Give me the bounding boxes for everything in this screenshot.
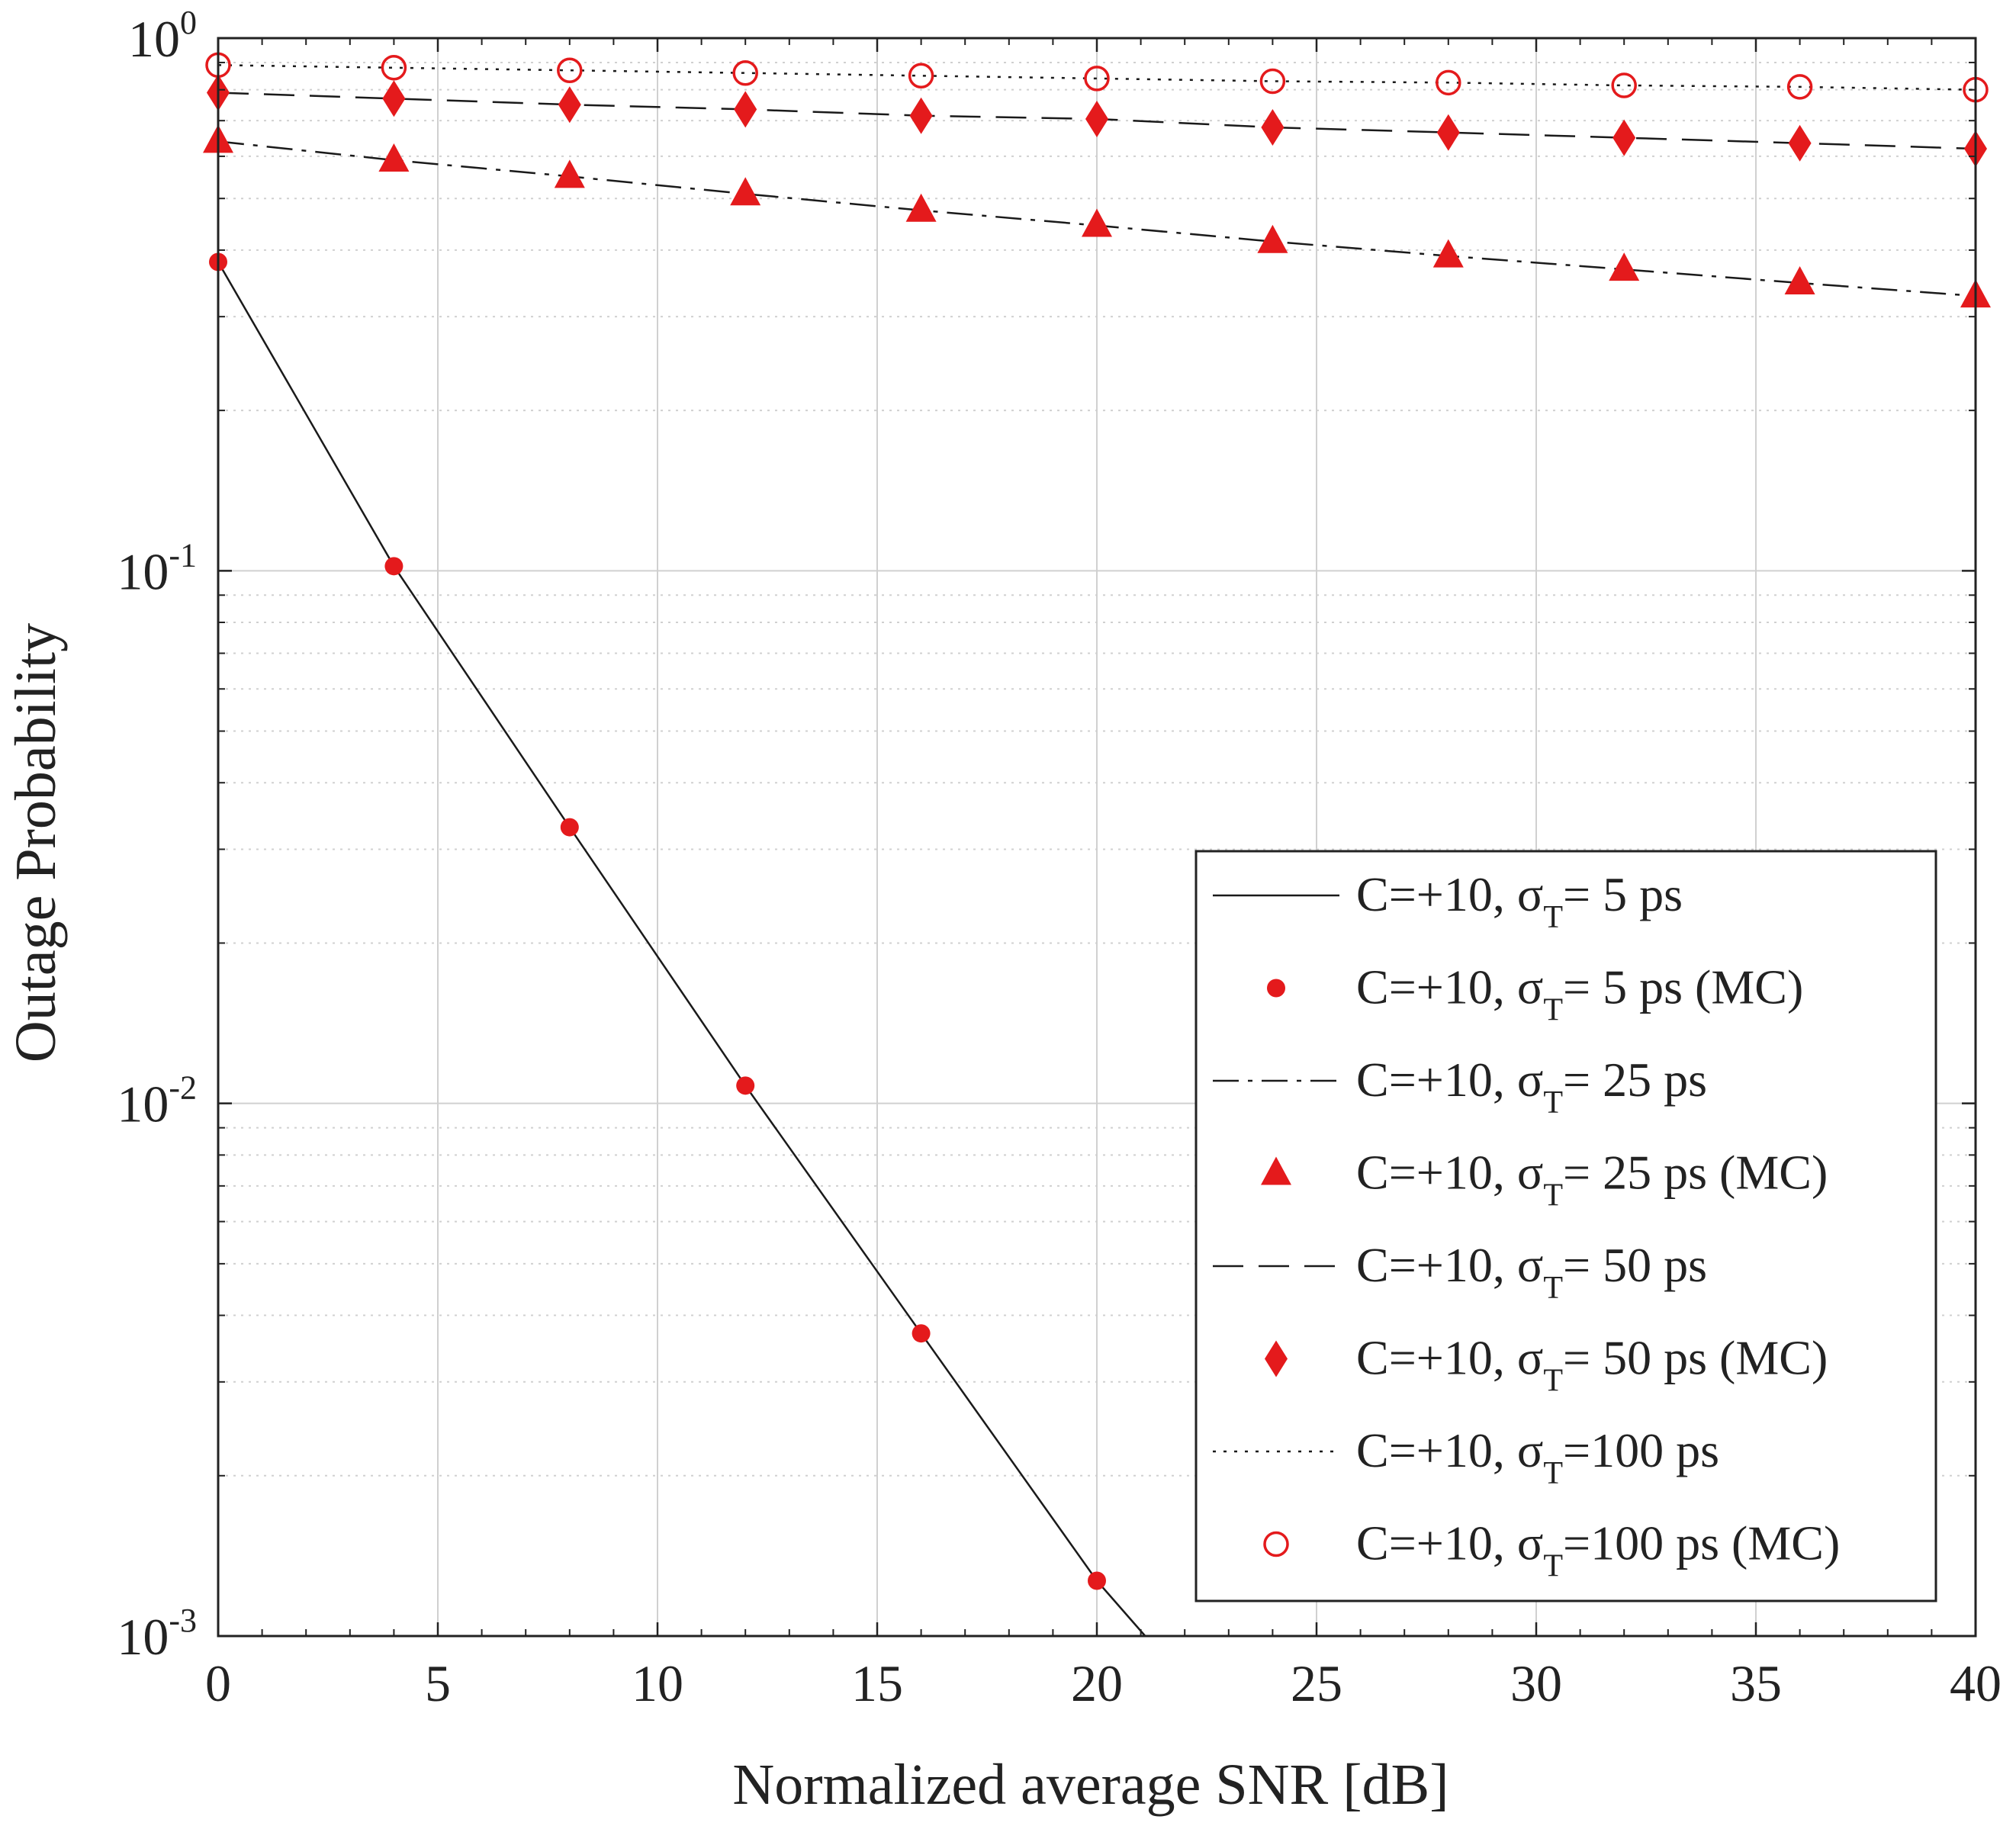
legend-entry-label: C=+10, σT= 5 ps (MC) bbox=[1356, 960, 1803, 1028]
series-marker-circle bbox=[1611, 72, 1637, 98]
y-axis-title: Outage Probability bbox=[4, 623, 68, 1062]
series-marker-circle bbox=[732, 59, 758, 86]
series-marker-diamond bbox=[1788, 124, 1812, 162]
series-marker-circle bbox=[381, 55, 407, 81]
y-tick-label: 10-1 bbox=[117, 536, 197, 600]
series-marker-triangle bbox=[554, 159, 585, 188]
legend-entry-subscript: T bbox=[1543, 1549, 1563, 1584]
x-tick-label: 30 bbox=[1510, 1654, 1562, 1712]
y-tick-label: 10-3 bbox=[117, 1602, 197, 1666]
series-line-6 bbox=[217, 64, 1976, 91]
series-marker-triangle bbox=[1784, 266, 1815, 295]
legend-entry-suffix: = 25 ps (MC) bbox=[1563, 1146, 1828, 1200]
legend-entry-prefix: C=+10, σ bbox=[1356, 1331, 1543, 1385]
legend: C=+10, σT= 5 psC=+10, σT= 5 ps (MC)C=+10… bbox=[1194, 850, 1937, 1602]
legend-entry-suffix: =100 ps bbox=[1563, 1423, 1719, 1477]
series-marker-circle bbox=[1436, 69, 1461, 96]
series-marker-circle bbox=[908, 63, 934, 89]
legend-entry-subscript: T bbox=[1543, 1364, 1563, 1399]
series-marker-circle bbox=[557, 57, 583, 83]
series-marker-diamond bbox=[1085, 101, 1108, 138]
series-marker-circle bbox=[1786, 74, 1813, 100]
plot-curves bbox=[203, 52, 1991, 1637]
legend-entry-prefix: C=+10, σ bbox=[1356, 1423, 1543, 1477]
y-tick-exponent: -1 bbox=[169, 536, 197, 574]
legend-entry-prefix: C=+10, σ bbox=[1356, 1146, 1543, 1200]
x-axis-title: Normalized average SNR [dB] bbox=[732, 1753, 1448, 1817]
series-marker-dot bbox=[912, 1324, 931, 1343]
legend-marker-circle bbox=[1263, 1531, 1289, 1557]
axes bbox=[217, 37, 1977, 1638]
legend-entry-label: C=+10, σT= 5 ps bbox=[1356, 867, 1683, 935]
x-tick-label: 35 bbox=[1730, 1654, 1782, 1712]
legend-entry-subscript: T bbox=[1543, 1271, 1563, 1306]
series-marker-triangle bbox=[730, 177, 761, 206]
legend-entry-subscript: T bbox=[1543, 900, 1563, 935]
series-marker-dot bbox=[384, 557, 404, 576]
legend-entry-prefix: C=+10, σ bbox=[1356, 1238, 1543, 1292]
legend-entry-label: C=+10, σT= 50 ps (MC) bbox=[1356, 1331, 1828, 1399]
legend-entry-subscript: T bbox=[1543, 993, 1563, 1028]
series-marker-dot bbox=[560, 818, 579, 837]
series-marker-circle bbox=[1259, 68, 1286, 95]
y-tick-label: 10-2 bbox=[117, 1069, 197, 1133]
series-marker-circle bbox=[1084, 66, 1110, 92]
y-tick-base: 10 bbox=[117, 1608, 169, 1666]
series-marker-diamond bbox=[909, 97, 933, 134]
x-tick-label: 10 bbox=[632, 1654, 683, 1712]
y-tick-exponent: -2 bbox=[169, 1069, 197, 1107]
legend-marker-diamond bbox=[1265, 1340, 1288, 1377]
legend-entry-suffix: = 50 ps (MC) bbox=[1563, 1331, 1828, 1385]
x-tick-label: 15 bbox=[851, 1654, 903, 1712]
x-tick-label: 20 bbox=[1071, 1654, 1123, 1712]
y-tick-base: 10 bbox=[128, 10, 180, 68]
legend-entry-suffix: = 25 ps bbox=[1563, 1053, 1707, 1107]
series-marker-dot bbox=[736, 1076, 755, 1095]
x-tick-label: 25 bbox=[1291, 1654, 1342, 1712]
legend-entry-prefix: C=+10, σ bbox=[1356, 867, 1543, 921]
legend-entry-subscript: T bbox=[1543, 1456, 1563, 1491]
legend-entry-subscript: T bbox=[1543, 1178, 1563, 1213]
legend-entry-prefix: C=+10, σ bbox=[1356, 1516, 1543, 1570]
series-marker-diamond bbox=[382, 80, 406, 117]
legend-entry-label: C=+10, σT= 25 ps bbox=[1356, 1053, 1707, 1120]
y-tick-exponent: 0 bbox=[180, 4, 197, 41]
y-tick-exponent: -3 bbox=[169, 1602, 197, 1639]
series-marker-dot bbox=[1088, 1571, 1106, 1590]
legend-marker-triangle bbox=[1261, 1156, 1291, 1185]
legend-entry-suffix: = 5 ps (MC) bbox=[1563, 960, 1803, 1014]
legend-marker-dot bbox=[1267, 979, 1285, 998]
series-marker-diamond bbox=[1261, 108, 1285, 146]
series-marker-triangle bbox=[378, 143, 410, 172]
series-marker-triangle bbox=[905, 193, 937, 222]
legend-entry-label: C=+10, σT=100 ps (MC) bbox=[1356, 1516, 1840, 1584]
series-marker-diamond bbox=[1612, 119, 1636, 156]
legend-box bbox=[1194, 850, 1937, 1602]
legend-entry-prefix: C=+10, σ bbox=[1356, 960, 1543, 1014]
legend-entry-prefix: C=+10, σ bbox=[1356, 1053, 1543, 1107]
legend-entry-suffix: = 5 ps bbox=[1563, 867, 1683, 921]
legend-entry-suffix: = 50 ps bbox=[1563, 1238, 1707, 1292]
series-marker-triangle bbox=[1609, 252, 1640, 281]
x-tick-label: 40 bbox=[1950, 1654, 2002, 1712]
series-marker-triangle bbox=[1432, 239, 1464, 268]
legend-entry-subscript: T bbox=[1543, 1085, 1563, 1120]
legend-entry-label: C=+10, σT= 25 ps (MC) bbox=[1356, 1146, 1828, 1213]
y-tick-base: 10 bbox=[117, 542, 169, 600]
series-marker-diamond bbox=[558, 86, 581, 124]
y-tick-label: 100 bbox=[128, 4, 197, 68]
legend-entry-suffix: =100 ps (MC) bbox=[1563, 1516, 1840, 1570]
series-marker-triangle bbox=[1082, 208, 1112, 237]
x-tick-label: 5 bbox=[425, 1654, 451, 1712]
series-marker-diamond bbox=[1436, 114, 1460, 151]
legend-entry-label: C=+10, σT=100 ps bbox=[1356, 1423, 1719, 1491]
series-marker-triangle bbox=[1257, 224, 1288, 253]
y-tick-base: 10 bbox=[117, 1075, 169, 1133]
series-marker-diamond bbox=[734, 91, 757, 128]
x-tick-label: 0 bbox=[205, 1654, 231, 1712]
legend-entry-label: C=+10, σT= 50 ps bbox=[1356, 1238, 1707, 1306]
